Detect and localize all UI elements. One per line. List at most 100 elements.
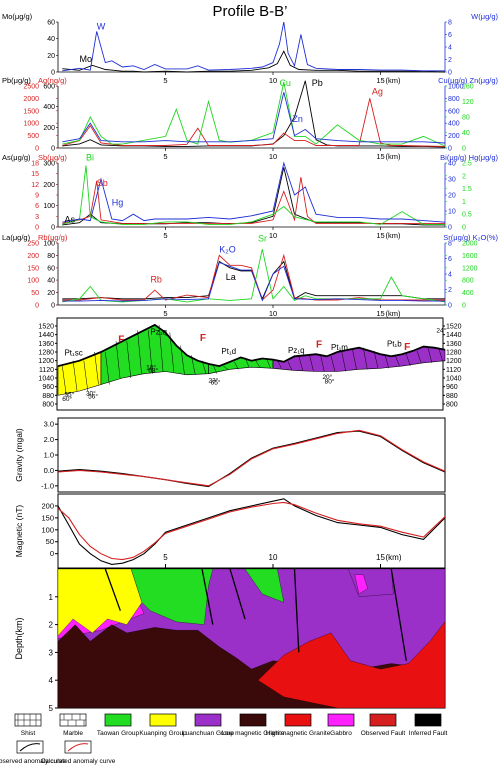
tick-label: 40 bbox=[47, 36, 55, 43]
x-tick-label: 15 bbox=[376, 231, 384, 240]
dip-label: 80° bbox=[325, 377, 335, 385]
tick-label: 40 bbox=[448, 161, 456, 168]
strata-hatch bbox=[363, 347, 368, 370]
tick-label: 60 bbox=[47, 265, 55, 272]
geochem-panel-mo-w-geochem: 0 20 40 60 0 2 4 6 8 Mo(μg/g) W(μg/g) 5 10 15 (km) Mo W bbox=[2, 12, 498, 85]
inferred-fault-line bbox=[293, 568, 300, 653]
elev-tick-label-left: 1440 bbox=[38, 332, 54, 339]
tick-label: 60 bbox=[47, 20, 55, 27]
inferred-fault-line bbox=[390, 568, 407, 661]
strata-hatch bbox=[309, 355, 314, 372]
elev-tick-label-left: 1280 bbox=[38, 350, 54, 357]
series-line-Bi bbox=[62, 165, 445, 225]
strata-hatch bbox=[330, 356, 336, 372]
tick-label: 100 bbox=[43, 203, 55, 210]
elev-tick-label-right: 1120 bbox=[446, 367, 461, 374]
y-tick-label: 3.0 bbox=[44, 420, 54, 429]
elev-tick-label-left: 960 bbox=[42, 384, 54, 391]
x-tick-label: 10 bbox=[269, 76, 277, 85]
fault-symbol bbox=[373, 714, 393, 726]
depth-tick-label: 2 bbox=[49, 621, 54, 630]
x-tick-label: 10 bbox=[269, 553, 278, 562]
tick-label: 40 bbox=[47, 278, 55, 285]
tick-label: 30 bbox=[448, 177, 456, 184]
fault-symbol bbox=[418, 714, 438, 726]
legend-label: Low magnetic Granite bbox=[221, 730, 285, 737]
tick-label: 6 bbox=[35, 203, 39, 210]
tick-label: 6 bbox=[448, 256, 452, 263]
tick-label: 100 bbox=[43, 241, 55, 248]
tick-label: 20 bbox=[47, 53, 55, 60]
dip-label: 65° bbox=[211, 379, 221, 387]
tick-label: 8 bbox=[448, 241, 452, 248]
x-tick-label: 10 bbox=[269, 231, 277, 240]
strata-hatch bbox=[72, 360, 78, 392]
geophysics-panel-gravity-anomaly: -1.0 0.0 1.0 2.0 3.0 Gravity (mgal) bbox=[14, 417, 446, 493]
y-tick-label: 200 bbox=[41, 501, 54, 510]
strata-hatch bbox=[191, 355, 196, 375]
strata-hatch bbox=[416, 350, 422, 363]
x-tick-label: 5 bbox=[163, 231, 167, 240]
legend-label: High magnetic Granite bbox=[266, 730, 331, 737]
figure-title: Profile B-B’ bbox=[212, 3, 287, 20]
inferred-fault-line bbox=[104, 568, 121, 611]
tick-label: 100 bbox=[27, 278, 39, 285]
tick-label: 200 bbox=[43, 125, 55, 132]
strata-hatch bbox=[395, 356, 400, 367]
tick-label: 12 bbox=[31, 182, 39, 189]
strata-hatch bbox=[126, 341, 132, 379]
unit-label: Pt₁m bbox=[331, 343, 348, 352]
legend-label: Shist bbox=[21, 730, 36, 737]
tick-label: 0 bbox=[448, 303, 452, 310]
tick-label: 800 bbox=[448, 96, 460, 103]
y-tick-label: 0.0 bbox=[44, 466, 54, 475]
curve-symbol bbox=[19, 743, 41, 752]
elev-tick-label-left: 1520 bbox=[38, 324, 54, 331]
tick-label: 1000 bbox=[23, 121, 39, 128]
y-axis-title-right: W(μg/g) bbox=[471, 12, 498, 21]
tick-label: 0 bbox=[448, 146, 452, 153]
legend-label: Luanchuan Group bbox=[182, 730, 234, 737]
tick-label: 2 bbox=[448, 287, 452, 294]
y-axis-title-left: Mo(μg/g) bbox=[2, 12, 33, 21]
legend-swatch bbox=[194, 713, 222, 727]
tick-label: 160 bbox=[462, 84, 474, 91]
legend-swatch bbox=[104, 713, 132, 727]
tick-label: 1 bbox=[462, 199, 466, 206]
legend-label: Observed Fault bbox=[361, 730, 406, 737]
tick-label: 0 bbox=[462, 225, 466, 232]
legend-swatch bbox=[149, 713, 177, 727]
elev-tick-label-right: 1360 bbox=[446, 341, 462, 348]
y-axis-title-left: As(μg/g) bbox=[2, 153, 31, 162]
strata-hatch bbox=[244, 357, 250, 368]
series-line-Sb bbox=[62, 177, 445, 224]
tick-label: 0.5 bbox=[462, 212, 472, 219]
topographic-surface bbox=[57, 323, 446, 368]
strata-hatch bbox=[234, 361, 239, 370]
x-tick-label: 5 bbox=[163, 309, 167, 318]
tick-label: 0 bbox=[462, 303, 466, 310]
tick-label: 8 bbox=[448, 20, 452, 27]
y-axis-title-left: La(μg/g) bbox=[2, 233, 31, 242]
depth-tick-label: 1 bbox=[49, 593, 54, 602]
series-line bbox=[57, 430, 446, 488]
legend-label: Gabbro bbox=[330, 730, 352, 737]
legend-label: Observed anomaly curve bbox=[0, 758, 67, 765]
tick-label: 200 bbox=[448, 133, 460, 140]
series-label: Bi bbox=[86, 152, 94, 162]
y-axis-title: Magnetic (nT) bbox=[14, 505, 24, 558]
gabbro-body-2 bbox=[354, 574, 368, 595]
x-tick-label: 5 bbox=[163, 76, 167, 85]
dip-label: 55° bbox=[64, 390, 74, 398]
tick-label: 500 bbox=[27, 133, 39, 140]
legend-swatch bbox=[239, 713, 267, 727]
y-tick-label: 1.0 bbox=[44, 451, 54, 460]
x-tick-label: 15 bbox=[376, 76, 384, 85]
series-label: Pb bbox=[312, 78, 323, 88]
unit-label: Pt₁d bbox=[221, 347, 236, 356]
tick-label: 0 bbox=[462, 146, 466, 153]
strata-hatch bbox=[83, 360, 89, 392]
tick-label: 80 bbox=[47, 253, 55, 260]
strata-hatch bbox=[287, 361, 293, 371]
